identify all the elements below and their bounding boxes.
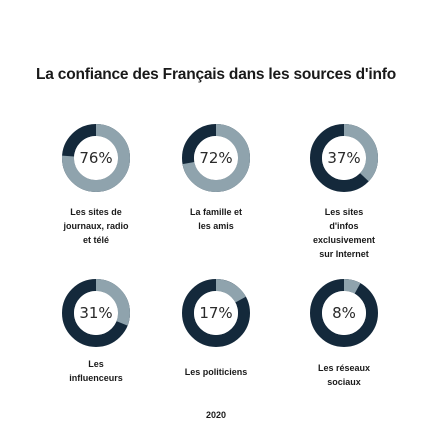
donut-center xyxy=(322,136,366,180)
percent-label: 31% xyxy=(79,304,112,322)
donut-caption: Les politiciens xyxy=(184,367,248,377)
donut-caption: La famille et les amis xyxy=(189,207,243,231)
donut-value-arc xyxy=(182,124,250,192)
donut-center xyxy=(322,291,366,335)
donut-caption: Les sites d'infos exclusivement sur Inte… xyxy=(312,207,376,259)
percent-label: 17% xyxy=(199,304,232,322)
donut-center xyxy=(74,291,118,335)
donut-caption: Les sites de journaux, radio et télé xyxy=(63,207,129,245)
donut-center xyxy=(194,136,238,180)
donut-value-arc xyxy=(310,279,378,347)
donut-value-arc xyxy=(62,124,130,192)
donut-caption: Les réseaux sociaux xyxy=(317,363,371,387)
donut-chart: 76% xyxy=(62,124,130,192)
donut-caption: Les influenceurs xyxy=(69,359,123,383)
percent-label: 72% xyxy=(199,149,232,167)
donut-value-arc xyxy=(182,279,250,347)
donut-chart: 72% xyxy=(182,124,250,192)
percent-label: 37% xyxy=(327,149,360,167)
percent-label: 76% xyxy=(79,149,112,167)
year-label: 2020 xyxy=(205,410,227,420)
donut-center xyxy=(194,291,238,335)
donut-center xyxy=(74,136,118,180)
donut-chart: 37% xyxy=(310,124,378,192)
donut-value-arc xyxy=(310,124,378,192)
donut-chart: 8% xyxy=(310,279,378,347)
donut-chart: 17% xyxy=(182,279,250,347)
donut-value-arc xyxy=(62,279,130,347)
donut-chart: 31% xyxy=(62,279,130,347)
chart-title: La confiance des Français dans les sourc… xyxy=(36,66,396,83)
percent-label: 8% xyxy=(332,304,356,322)
